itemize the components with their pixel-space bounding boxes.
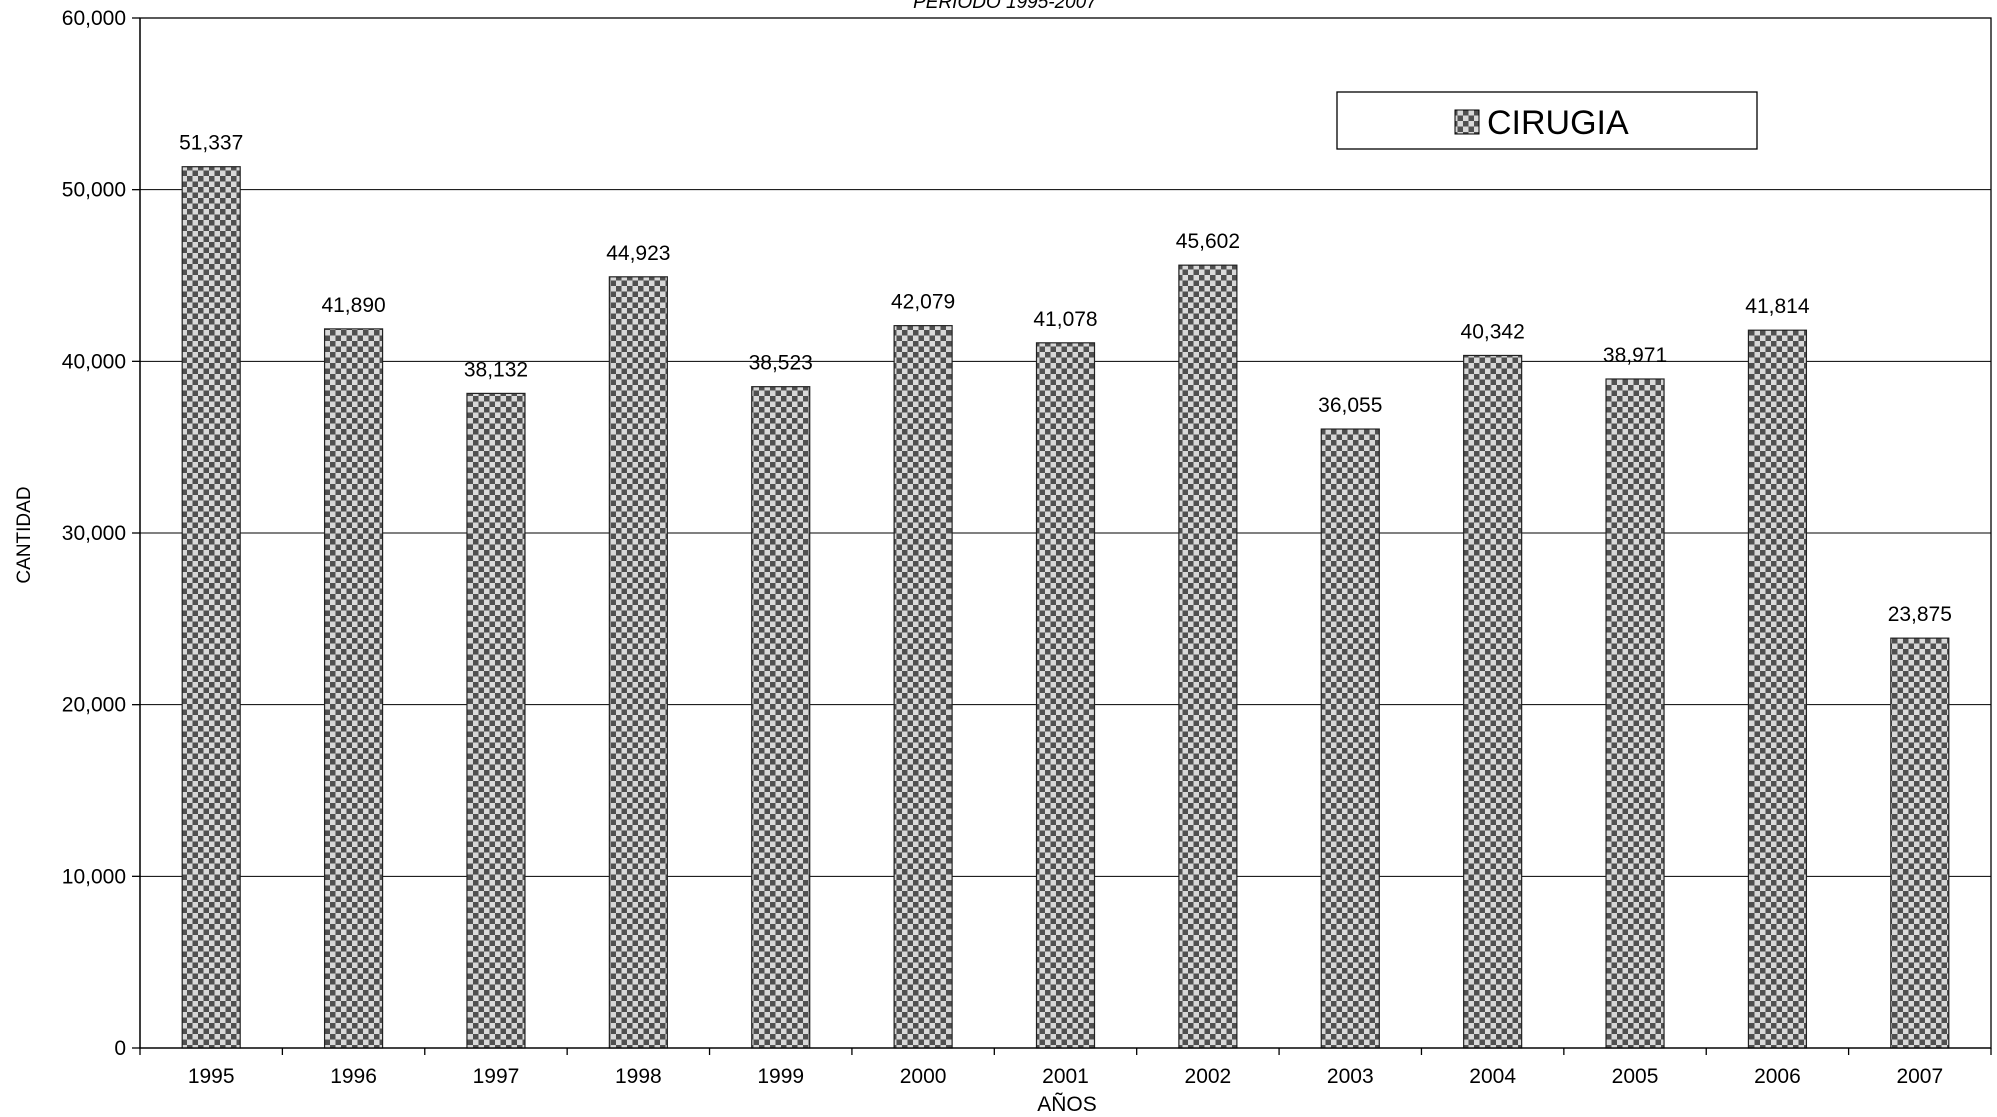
x-axis-label: AÑOS [1037,1092,1097,1116]
y-axis-label: CANTIDAD [14,486,35,583]
y-tick-label: 20,000 [62,694,126,717]
value-labels: 51,337 41,890 38,132 44,923 38,523 42,079 41,0… [179,132,1952,626]
bar-1998 [608,276,668,1049]
x-tick-label-1998: 1998 [615,1065,662,1088]
value-label-1997: 38,132 [464,358,528,381]
y-tick-label: 0 [114,1037,126,1060]
bar-2002 [1178,264,1238,1049]
y-tick-label: 40,000 [62,350,126,373]
value-label-2003: 36,055 [1318,394,1382,417]
bar-2004 [1463,354,1523,1049]
value-label-2007: 23,875 [1888,603,1952,626]
value-label-2004: 40,342 [1461,320,1525,343]
bar-1999 [751,386,811,1049]
bar-2001 [1035,342,1096,1049]
y-tick-label: 60,000 [62,7,126,30]
x-tick-label-2004: 2004 [1469,1065,1516,1088]
x-tick-label-2007: 2007 [1896,1065,1943,1088]
x-tick-label-2003: 2003 [1327,1065,1374,1088]
bar-2007 [1890,637,1950,1049]
x-tick-label-2006: 2006 [1754,1065,1801,1088]
x-tick-label-2001: 2001 [1042,1065,1089,1088]
value-label-1995: 51,337 [179,132,243,155]
value-label-2001: 41,078 [1033,308,1097,331]
x-tick-label-1995: 1995 [188,1065,235,1088]
bar-2005 [1605,378,1665,1049]
bar-1995 [181,166,241,1049]
value-label-2005: 38,971 [1603,344,1667,367]
bar-1996 [323,328,384,1049]
value-label-2000: 42,079 [891,291,955,314]
value-label-2002: 45,602 [1176,230,1240,253]
legend: CIRUGIA [1336,91,1758,150]
bar-2000 [893,325,953,1049]
x-tick-label-1997: 1997 [473,1065,520,1088]
y-tick-label: 30,000 [62,522,126,545]
x-axis: 1995 1996 1997 1998 1999 2000 2001 2002 2003 2004… [139,1047,1992,1088]
bar-2003 [1320,428,1380,1049]
value-label-1996: 41,890 [321,294,385,317]
legend-label: CIRUGIA [1487,104,1629,142]
x-tick-label-1999: 1999 [757,1065,804,1088]
y-tick-label: 50,000 [62,179,126,202]
bar-2006 [1747,329,1808,1049]
bars [181,166,1950,1049]
x-tick-label-1996: 1996 [330,1065,377,1088]
y-axis: 0 10,000 20,000 30,000 40,000 50,000 60,000 [62,7,141,1060]
value-label-1998: 44,923 [606,242,670,265]
y-tick-label: 10,000 [62,865,126,888]
x-tick-label-2005: 2005 [1612,1065,1659,1088]
bar-1997 [466,392,526,1049]
legend-box [1336,91,1758,150]
value-label-2006: 41,814 [1745,295,1810,318]
x-tick-label-2002: 2002 [1185,1065,1232,1088]
x-tick-label-2000: 2000 [900,1065,947,1088]
legend-swatch [1454,109,1480,135]
chart-title: PERIODO 1995-2007 [913,0,1098,13]
value-label-1999: 38,523 [749,352,813,375]
